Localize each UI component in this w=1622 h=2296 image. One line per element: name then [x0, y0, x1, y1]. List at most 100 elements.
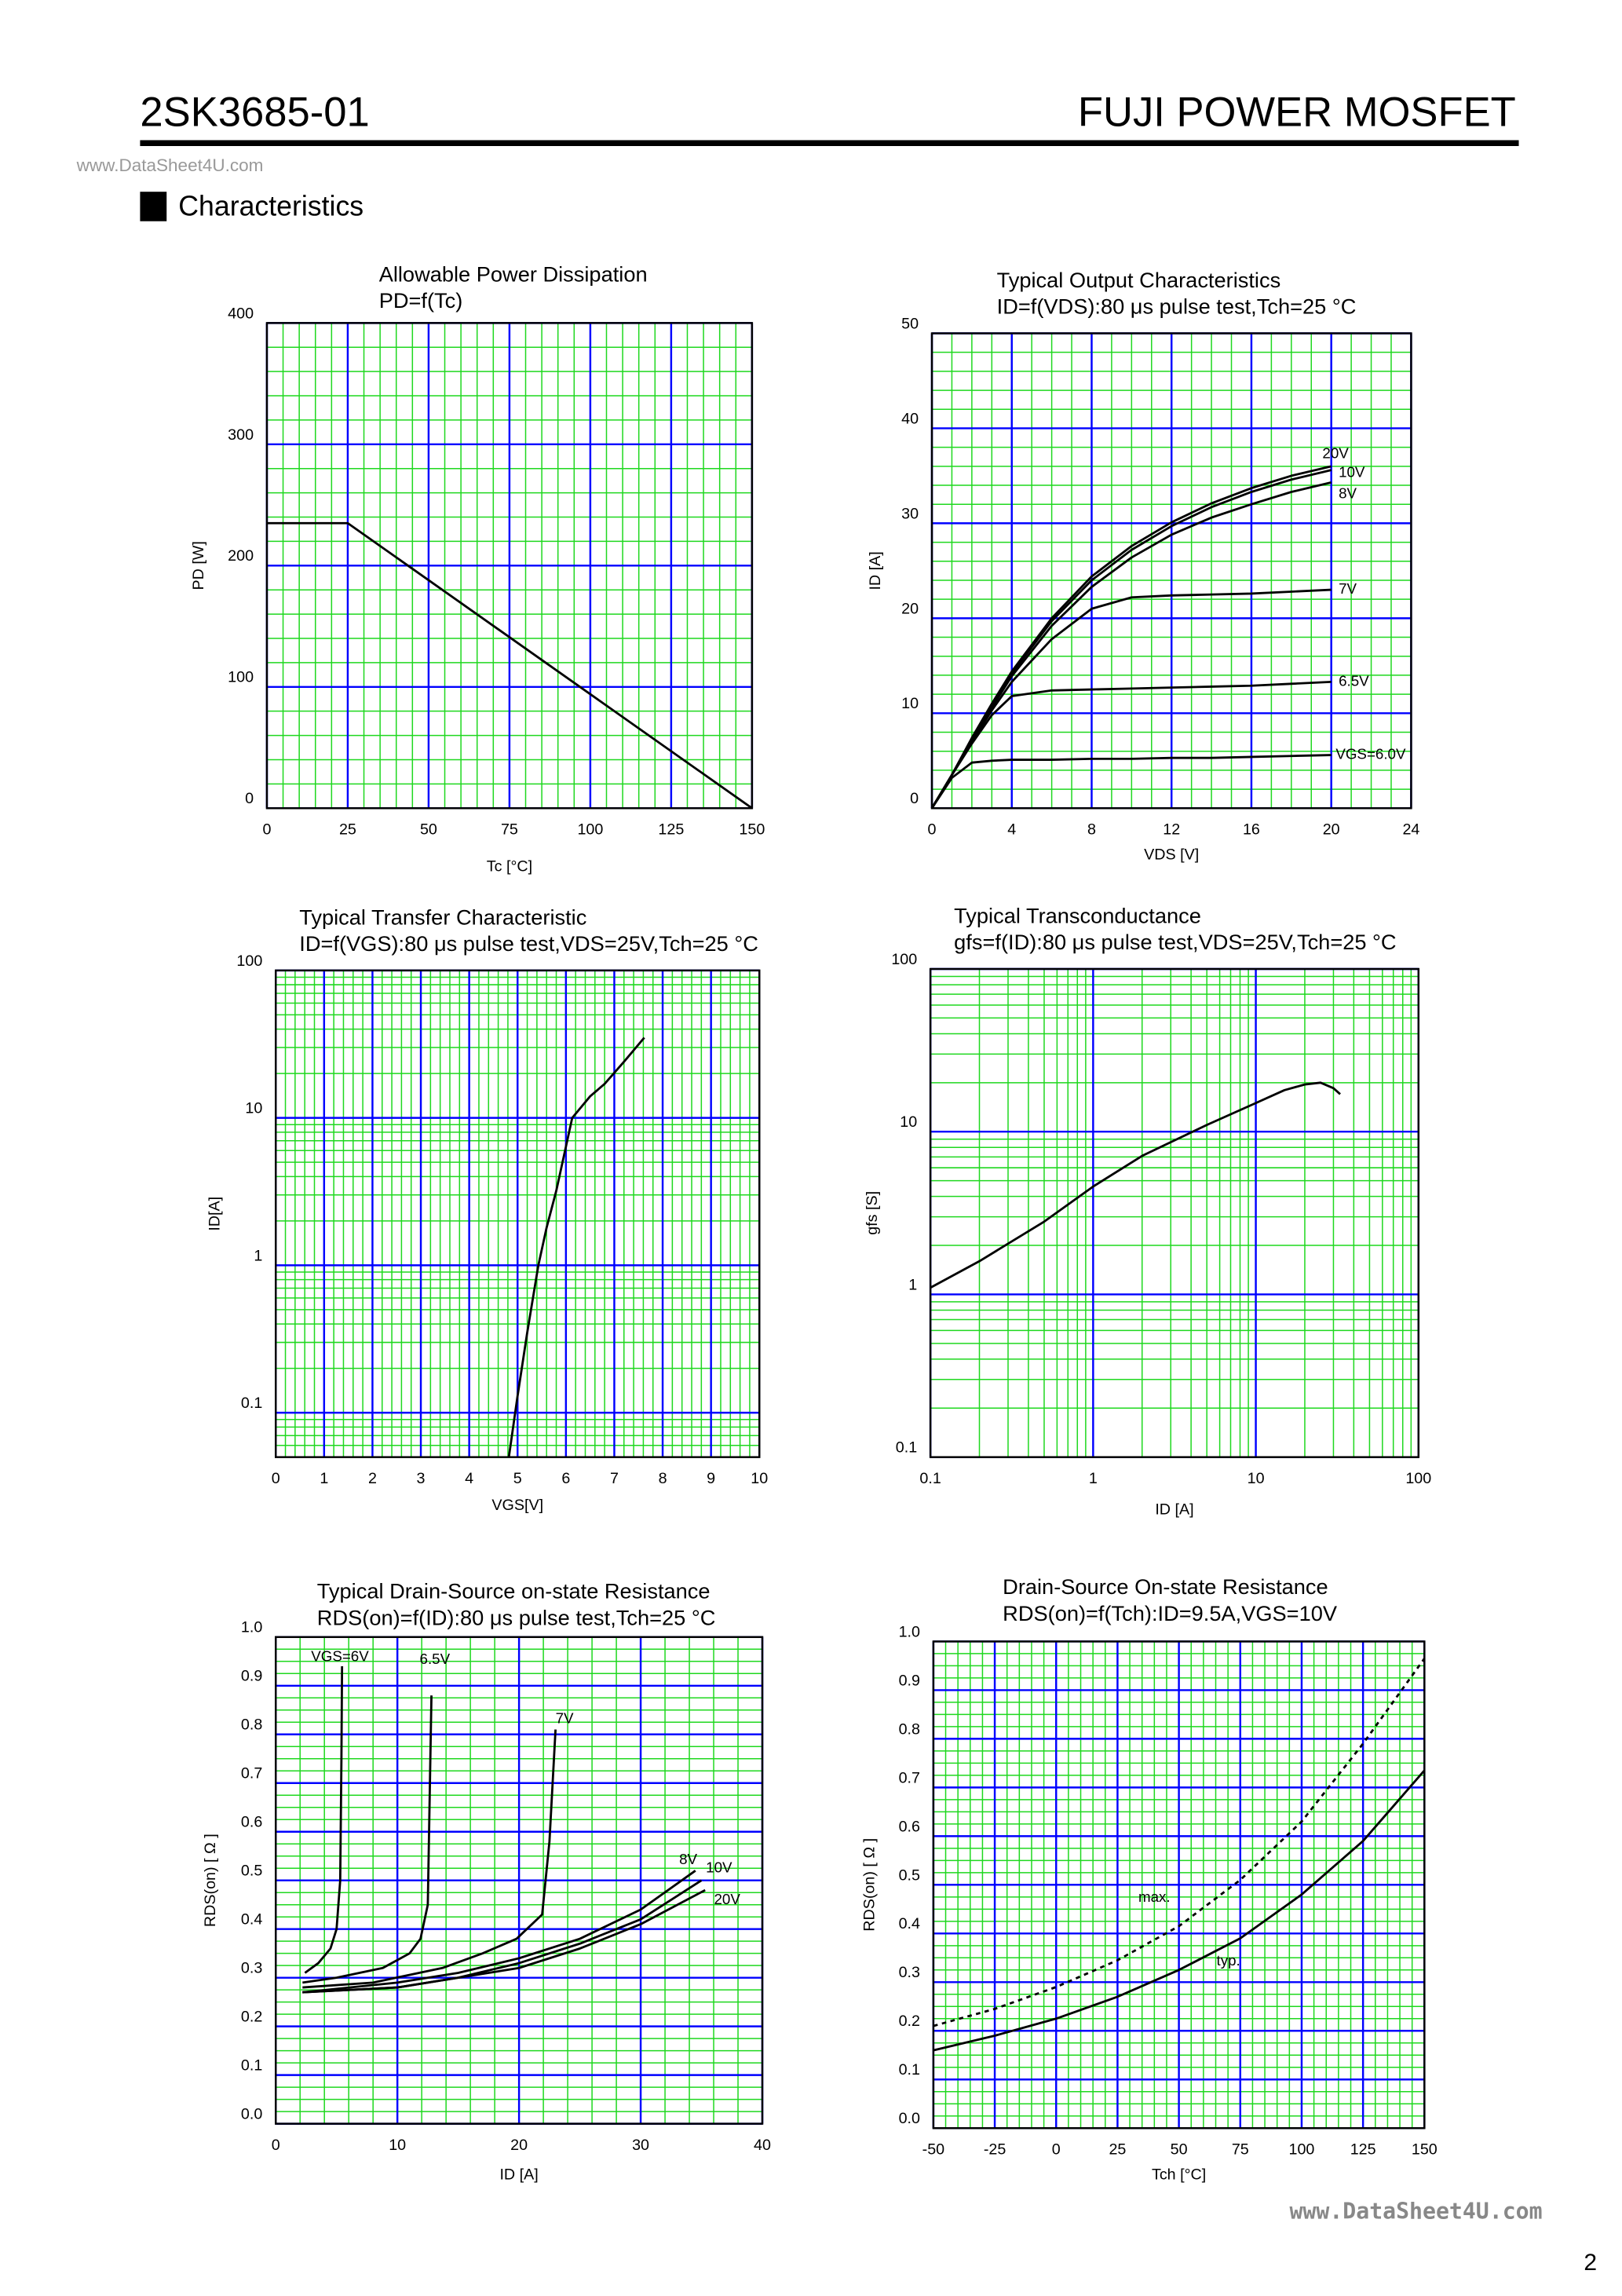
y-tick-label: 0.1	[241, 2057, 262, 2075]
plot-frame	[932, 1640, 1426, 2130]
y-tick-label: 0.7	[241, 1765, 262, 1782]
series-label: 20V	[1322, 445, 1349, 462]
series-line	[930, 754, 1332, 810]
series-label: 20V	[714, 1891, 740, 1907]
product-line: FUJI POWER MOSFET	[1078, 89, 1516, 135]
y-tick-label: 0.4	[241, 1911, 262, 1929]
y-tick-label: 20	[901, 600, 919, 617]
page-number: 2	[1584, 2250, 1597, 2276]
series-label: VGS=6V	[311, 1648, 369, 1665]
x-tick-label: 40	[754, 2137, 771, 2154]
chart-title: Drain-Source On-state Resistance	[1003, 1574, 1328, 1599]
y-tick-label: 0.1	[899, 2061, 920, 2078]
chart-subtitle: ID=f(VDS):80 μs pulse test,Tch=25 °C	[997, 294, 1357, 319]
x-tick-label: 1	[1089, 1470, 1098, 1487]
y-axis-label: ID [A]	[867, 551, 884, 590]
x-tick-label: 10	[751, 1470, 768, 1487]
y-tick-label: 10	[245, 1100, 262, 1117]
y-tick-label: 0.6	[899, 1818, 920, 1835]
x-tick-label: 16	[1243, 821, 1260, 839]
series-line	[266, 521, 753, 810]
y-axis-label: PD [W]	[190, 541, 207, 590]
chart-title: Allowable Power Dissipation	[379, 261, 648, 286]
x-axis-label: Tc [°C]	[487, 858, 532, 876]
plot-frame	[274, 1636, 764, 2125]
x-tick-label: 5	[513, 1470, 522, 1487]
series-line	[302, 1888, 706, 1994]
x-tick-label: -25	[984, 2141, 1006, 2159]
chart-subtitle: RDS(on)=f(ID):80 μs pulse test,Tch=25 °C	[317, 1605, 716, 1629]
x-tick-label: 150	[739, 821, 765, 839]
y-tick-label: 200	[228, 547, 254, 565]
series-label: 6.5V	[1339, 672, 1369, 689]
x-tick-label: 50	[420, 821, 437, 839]
y-tick-label: 0.8	[899, 1720, 920, 1738]
x-tick-label: 0	[272, 1470, 280, 1487]
x-tick-label: 6	[561, 1470, 570, 1487]
x-tick-label: 125	[658, 821, 684, 839]
y-axis-label: gfs [S]	[864, 1191, 881, 1235]
y-tick-label: 0.9	[241, 1668, 262, 1685]
series-label: 10V	[706, 1859, 732, 1876]
x-axis-label: ID [A]	[499, 2166, 538, 2184]
y-tick-label: 1.0	[899, 1623, 920, 1640]
y-tick-label: 0.4	[899, 1915, 920, 1932]
series-line	[302, 1729, 557, 1989]
x-tick-label: 9	[707, 1470, 715, 1487]
y-tick-label: 40	[901, 410, 919, 427]
y-tick-label: 100	[228, 669, 254, 686]
series-line	[933, 1769, 1426, 2052]
series-label: VGS=6.0V	[1335, 745, 1406, 762]
y-tick-label: 1	[908, 1276, 917, 1293]
x-tick-label: 2	[368, 1470, 377, 1487]
chart-subtitle: PD=f(Tc)	[379, 288, 463, 313]
x-tick-label: -50	[922, 2141, 945, 2159]
chart-subtitle: RDS(on)=f(Tch):ID=9.5A,VGS=10V	[1003, 1601, 1338, 1625]
chart-title: Typical Output Characteristics	[997, 268, 1281, 292]
y-tick-label: 100	[891, 951, 917, 968]
chart-title: Typical Transconductance	[954, 903, 1201, 927]
chart-subtitle: ID=f(VGS):80 μs pulse test,VDS=25V,Tch=2…	[299, 931, 758, 956]
series-label: 8V	[679, 1851, 697, 1867]
x-tick-label: 4	[1007, 821, 1016, 839]
y-tick-label: 400	[228, 305, 254, 322]
x-tick-label: 12	[1163, 821, 1180, 839]
y-tick-label: 0.1	[896, 1439, 917, 1457]
chart-title: Typical Drain-Source on-state Resistance	[317, 1579, 711, 1603]
y-tick-label: 300	[228, 426, 254, 444]
y-tick-label: 50	[901, 315, 919, 332]
footer-watermark: www.DataSheet4U.com	[1289, 2198, 1542, 2224]
series-label: 7V	[556, 1709, 574, 1726]
x-tick-label: 100	[1405, 1470, 1431, 1487]
plot-frame	[930, 332, 1412, 810]
chart-subtitle: gfs=f(ID):80 μs pulse test,VDS=25V,Tch=2…	[954, 930, 1396, 954]
y-axis-label: RDS(on) [ Ω ]	[202, 1834, 219, 1927]
x-tick-label: 10	[389, 2137, 406, 2154]
y-tick-label: 0.0	[241, 2106, 262, 2123]
y-tick-label: 0.7	[899, 1769, 920, 1786]
y-tick-label: 1	[254, 1247, 262, 1264]
y-tick-label: 100	[236, 952, 262, 970]
series-line	[302, 1870, 696, 1994]
x-tick-label: 20	[510, 2137, 528, 2154]
x-tick-label: 0	[928, 821, 937, 839]
y-tick-label: 0.5	[899, 1866, 920, 1884]
x-tick-label: 8	[1087, 821, 1096, 839]
x-axis-label: ID [A]	[1155, 1501, 1193, 1518]
x-tick-label: 20	[1323, 821, 1340, 839]
x-tick-label: 30	[632, 2137, 649, 2154]
y-tick-label: 0.0	[899, 2110, 920, 2127]
y-tick-label: 10	[900, 1113, 917, 1131]
series-label: 10V	[1339, 463, 1365, 480]
x-tick-label: 0	[262, 821, 271, 839]
series-line	[930, 680, 1332, 809]
section-marker	[140, 192, 167, 221]
series-line	[304, 1665, 344, 1974]
x-tick-label: 50	[1171, 2141, 1188, 2159]
y-tick-label: 0.2	[241, 2009, 262, 2026]
x-tick-label: 75	[1232, 2141, 1249, 2159]
y-tick-label: 0.5	[241, 1863, 262, 1880]
plot-frame	[929, 967, 1420, 1458]
x-tick-label: 7	[610, 1470, 619, 1487]
